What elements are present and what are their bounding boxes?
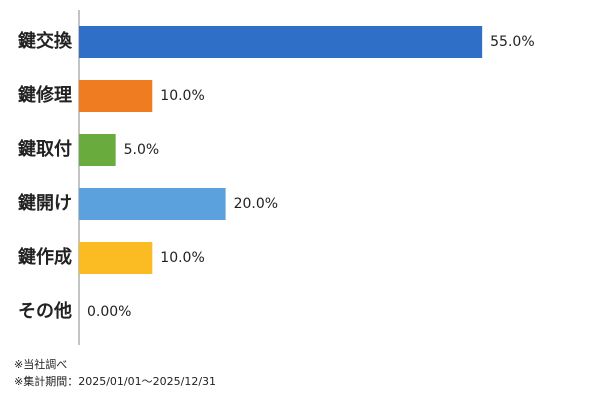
- value-label: 5.0%: [124, 142, 160, 158]
- value-label: 10.0%: [160, 250, 204, 266]
- category-label: その他: [18, 300, 72, 322]
- category-label: 鍵修理: [18, 84, 72, 106]
- note: ※当社調べ: [14, 357, 67, 371]
- bar: [79, 134, 116, 166]
- category-label: 鍵交換: [18, 30, 73, 52]
- bar: [79, 26, 483, 58]
- category-label: 鍵開け: [18, 192, 72, 214]
- category-label: 鍵取付: [18, 138, 72, 160]
- value-label: 55.0%: [490, 34, 534, 50]
- bar: [79, 188, 226, 220]
- category-label: 鍵作成: [18, 246, 72, 268]
- bar: [79, 242, 153, 274]
- bar: [79, 80, 153, 112]
- value-label: 20.0%: [234, 196, 278, 212]
- value-label: 10.0%: [160, 88, 204, 104]
- value-label: 0.00%: [87, 304, 131, 320]
- note: ※集計期間：2025/01/01～2025/12/31: [14, 374, 216, 388]
